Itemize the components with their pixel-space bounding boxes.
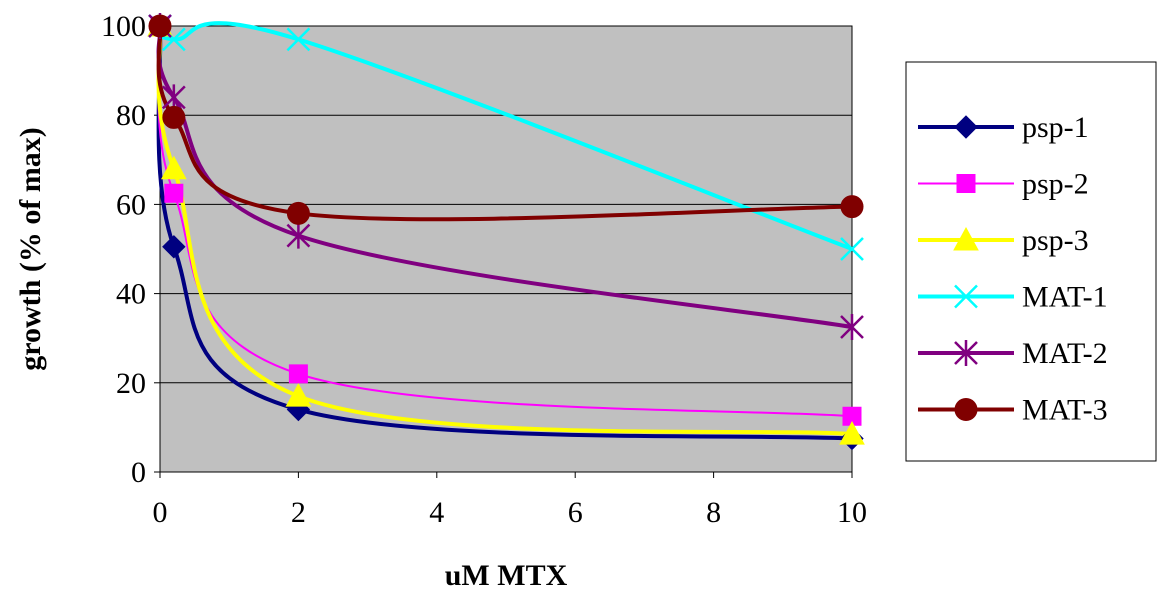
x-tick-label-0: 0	[153, 496, 168, 529]
marker-mat-3-0	[148, 14, 172, 38]
legend-marker-mat-2	[954, 340, 978, 366]
marker-psp-3-1	[160, 155, 187, 180]
series-lines	[156, 21, 853, 441]
y-tick-label-60: 60	[116, 188, 146, 221]
marker-mat-2-3	[840, 314, 864, 341]
marker-mat-3-1	[162, 105, 186, 129]
series-markers	[147, 12, 865, 451]
legend-marker-psp-1	[954, 115, 978, 139]
marker-psp-1-1	[162, 235, 186, 259]
y-tick-label-20: 20	[116, 367, 146, 400]
x-tick-label-10: 10	[837, 496, 867, 529]
x-tick-label-8: 8	[706, 496, 721, 529]
x-tick-label-6: 6	[568, 496, 583, 529]
y-tick-label-40: 40	[116, 278, 146, 311]
y-axis-ticks: 0 20 40 60 80 100	[101, 10, 160, 489]
series-line-psp-3	[156, 25, 853, 437]
legend-marker-mat-1	[954, 284, 978, 309]
marker-psp-3-3	[839, 421, 865, 445]
marker-mat-1-3	[840, 237, 864, 261]
legend-label-psp-3: psp-3	[1022, 224, 1089, 257]
legend-label-psp-2: psp-2	[1022, 168, 1089, 201]
legend-label-mat-2: MAT-2	[1022, 337, 1108, 370]
legend-label-mat-1: MAT-1	[1022, 281, 1108, 314]
legend-label-mat-3: MAT-3	[1022, 394, 1108, 427]
x-axis-ticks: 0 2 4 6 8 10	[153, 472, 867, 529]
plot-area	[159, 25, 853, 473]
marker-mat-3-2	[286, 201, 310, 225]
legend-marker-psp-2	[956, 174, 976, 193]
legend-marker-mat-3	[954, 398, 978, 421]
marker-psp-2-1	[164, 183, 184, 203]
marker-psp-2-2	[288, 364, 308, 384]
legend-marker-psp-3	[953, 226, 979, 251]
x-tick-label-2: 2	[291, 496, 306, 529]
marker-mat-2-2	[286, 222, 311, 249]
legend: psp-1 psp-2 psp-3 MAT-1 MAT-2 MAT-3	[905, 61, 1157, 462]
series-line-mat-3	[156, 25, 853, 222]
marker-mat-1-2	[286, 27, 311, 52]
series-line-psp-2	[157, 25, 853, 418]
x-tick-label-4: 4	[429, 496, 444, 529]
series-line-mat-2	[156, 25, 853, 330]
series-line-psp-1	[156, 25, 853, 441]
marker-psp-3-2	[285, 383, 312, 407]
legend-label-psp-1: psp-1	[1022, 111, 1089, 144]
x-axis-title: uM MTX	[445, 559, 568, 592]
y-axis-title: growth (% of max)	[14, 127, 47, 371]
legend-items: psp-1 psp-2 psp-3 MAT-1 MAT-2 MAT-3	[918, 111, 1108, 427]
y-tick-label-80: 80	[116, 99, 146, 132]
y-tick-label-0: 0	[131, 456, 146, 489]
marker-mat-3-3	[840, 195, 864, 219]
y-tick-label-100: 100	[101, 10, 146, 43]
